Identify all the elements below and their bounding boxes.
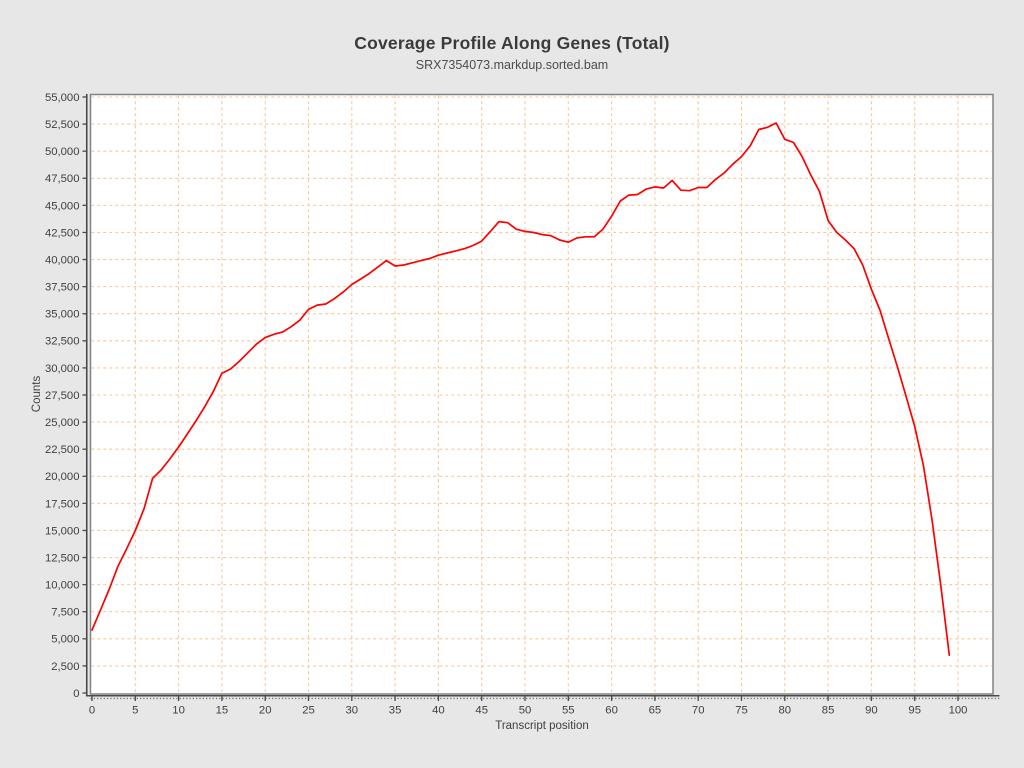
x-tick-label: 35 — [389, 705, 402, 717]
y-tick-label: 0 — [73, 688, 79, 700]
x-tick-label: 5 — [132, 705, 138, 717]
x-tick-label: 90 — [865, 705, 878, 717]
y-tick-label: 45,000 — [45, 200, 80, 212]
x-tick-label: 70 — [692, 705, 705, 717]
y-tick-label: 17,500 — [45, 498, 80, 510]
y-tick-label: 37,500 — [45, 282, 80, 294]
x-tick-label: 80 — [779, 705, 792, 717]
y-tick-label: 50,000 — [45, 146, 80, 158]
y-tick-label: 32,500 — [45, 336, 80, 348]
y-tick-label: 40,000 — [45, 254, 80, 266]
chart-title: Coverage Profile Along Genes (Total) — [354, 33, 670, 53]
tick-layer — [82, 96, 959, 701]
tick-label-layer: 0 5 10 15 20 25 30 35 40 45 50 55 60 65 70 75 80 85 90 95 10… — [45, 92, 967, 717]
chart-subtitle: SRX7354073.markdup.sorted.bam — [415, 58, 609, 72]
x-tick-label: 50 — [519, 705, 532, 717]
x-tick-label: 60 — [605, 705, 618, 717]
y-tick-label: 52,500 — [45, 119, 80, 131]
y-tick-label: 15,000 — [45, 525, 80, 537]
x-tick-label: 20 — [259, 705, 272, 717]
y-axis-title: Counts — [31, 376, 43, 413]
y-tick-label: 10,000 — [45, 580, 80, 592]
x-tick-label: 40 — [432, 705, 445, 717]
y-tick-label: 12,500 — [45, 552, 80, 564]
x-tick-label: 55 — [562, 705, 575, 717]
x-tick-label: 75 — [735, 705, 748, 717]
x-tick-label: 0 — [89, 705, 95, 717]
x-tick-label: 45 — [475, 705, 488, 717]
y-tick-label: 7,500 — [51, 607, 79, 619]
y-tick-label: 47,500 — [45, 173, 80, 185]
y-tick-label: 25,000 — [45, 417, 80, 429]
x-tick-label: 85 — [822, 705, 835, 717]
y-tick-label: 5,000 — [51, 634, 79, 646]
y-tick-label: 35,000 — [45, 309, 80, 321]
x-tick-label: 10 — [172, 705, 185, 717]
y-tick-label: 27,500 — [45, 390, 80, 402]
x-tick-label: 100 — [949, 705, 968, 717]
x-tick-label: 65 — [649, 705, 662, 717]
x-axis-title: Transcript position — [495, 720, 589, 732]
y-tick-label: 42,500 — [45, 227, 80, 239]
grid-layer — [91, 95, 993, 694]
coverage-line — [91, 122, 951, 656]
y-tick-label: 20,000 — [45, 471, 80, 483]
x-tick-label: 95 — [908, 705, 921, 717]
x-tick-label: 15 — [216, 705, 229, 717]
x-tick-label: 25 — [302, 705, 315, 717]
y-tick-label: 2,500 — [51, 661, 79, 673]
y-tick-label: 22,500 — [45, 444, 80, 456]
x-tick-label: 30 — [346, 705, 359, 717]
y-tick-label: 30,000 — [45, 363, 80, 375]
y-tick-label: 55,000 — [45, 92, 80, 104]
plot-area — [89, 93, 994, 695]
